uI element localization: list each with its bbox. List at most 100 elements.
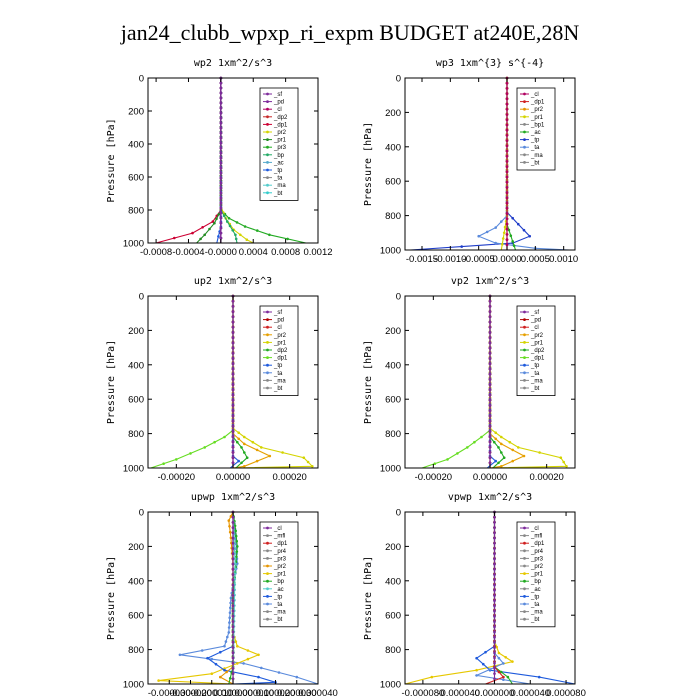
x-tick-label: -0.0010 — [434, 254, 466, 265]
legend-marker — [523, 617, 526, 621]
series-marker — [199, 237, 202, 241]
series-marker — [223, 668, 226, 672]
legend-entry: _dp1 — [273, 122, 288, 128]
y-tick-label: 200 — [128, 107, 144, 118]
y-tick-label: 600 — [385, 177, 401, 188]
series-marker — [460, 245, 464, 248]
y-tick-label: 200 — [128, 326, 144, 337]
series-marker — [493, 547, 496, 550]
series-marker — [493, 573, 496, 576]
series-marker — [231, 315, 235, 319]
series-marker — [268, 233, 271, 237]
series-marker — [219, 91, 223, 95]
series-marker — [231, 604, 235, 608]
legend-entry: _pr3 — [273, 145, 287, 151]
legend-marker — [523, 92, 526, 96]
legend-entry: _bt — [530, 617, 540, 623]
x-tick-label: 0.000040 — [298, 688, 338, 699]
series-marker — [227, 519, 231, 522]
legend-entry: _mfl — [530, 534, 542, 540]
series-marker — [505, 233, 509, 236]
legend-entry: _tp — [273, 594, 283, 600]
series-marker — [173, 236, 176, 240]
legend-marker — [523, 318, 526, 321]
series-marker — [528, 234, 531, 238]
series-marker — [505, 113, 509, 116]
series-marker — [231, 620, 235, 623]
series-marker — [480, 435, 483, 439]
x-tick-label: 0.000010 — [234, 688, 274, 699]
y-axis-label: Pressure [hPa] — [106, 118, 117, 202]
series-marker — [234, 237, 238, 241]
series-marker — [236, 644, 239, 648]
legend-entry: _pr1 — [273, 138, 287, 144]
x-tick-label: 0.000030 — [277, 688, 317, 699]
legend-entry: _ma — [273, 610, 286, 616]
series-marker — [191, 231, 194, 235]
series-marker — [494, 459, 498, 463]
legend-marker — [523, 595, 526, 598]
y-tick-label: 1000 — [380, 464, 401, 475]
legend-marker — [266, 617, 269, 621]
x-tick-label: -0.0008 — [140, 247, 172, 258]
legend-marker — [266, 191, 269, 195]
series-marker — [229, 606, 232, 610]
legend-entry: _dp1 — [273, 541, 288, 547]
series-marker — [231, 661, 235, 665]
series-marker — [446, 458, 449, 461]
legend-marker — [523, 363, 526, 367]
series-marker — [219, 146, 223, 150]
series-marker — [493, 630, 496, 634]
y-tick-label: 200 — [385, 542, 401, 553]
series-marker — [233, 562, 237, 565]
legend-entry: _cl — [273, 107, 282, 113]
series-marker — [231, 362, 235, 366]
series-group — [150, 294, 314, 469]
series-marker — [505, 175, 509, 179]
legend-marker — [523, 602, 526, 606]
series-marker — [219, 206, 223, 210]
legend-marker — [266, 564, 269, 568]
series-marker — [231, 635, 235, 639]
legend-entry: _ta — [273, 602, 283, 608]
legend-marker — [266, 549, 269, 553]
series-marker — [231, 409, 235, 413]
series-marker — [505, 108, 509, 111]
y-tick-label: 400 — [128, 360, 144, 371]
series-marker — [502, 231, 506, 235]
series-marker — [493, 440, 496, 444]
series-marker — [488, 461, 492, 465]
series-marker — [493, 656, 496, 660]
series-marker — [493, 562, 496, 566]
series-marker — [234, 529, 237, 533]
series-marker — [488, 451, 492, 454]
series-marker — [506, 675, 510, 679]
legend-marker — [523, 572, 526, 575]
series-marker — [243, 451, 246, 454]
series-marker — [217, 235, 220, 238]
legend-entry: _bp — [273, 579, 285, 585]
series-marker — [219, 236, 223, 240]
series-marker — [493, 515, 496, 519]
legend-entry: _pr4 — [273, 549, 287, 555]
legend-marker — [266, 100, 269, 103]
x-tick-label: -0.0004 — [172, 247, 204, 258]
series-marker — [494, 431, 498, 435]
series-marker — [240, 446, 243, 449]
series-marker — [501, 237, 505, 240]
series-marker — [213, 440, 216, 444]
series-marker — [231, 310, 235, 313]
y-tick-label: 0 — [139, 292, 144, 303]
legend-entry: _tp — [530, 363, 540, 369]
legend-marker — [266, 130, 269, 134]
legend-entry: _pr2 — [530, 333, 544, 339]
series-marker — [231, 588, 235, 592]
legend-marker — [523, 557, 526, 560]
x-tick-label: 0.000000 — [475, 688, 515, 699]
legend-entry: _ta — [530, 371, 540, 377]
series-marker — [219, 156, 223, 160]
y-tick-label: 800 — [128, 429, 144, 440]
series-marker — [234, 233, 237, 237]
y-tick-label: 0 — [139, 74, 144, 85]
